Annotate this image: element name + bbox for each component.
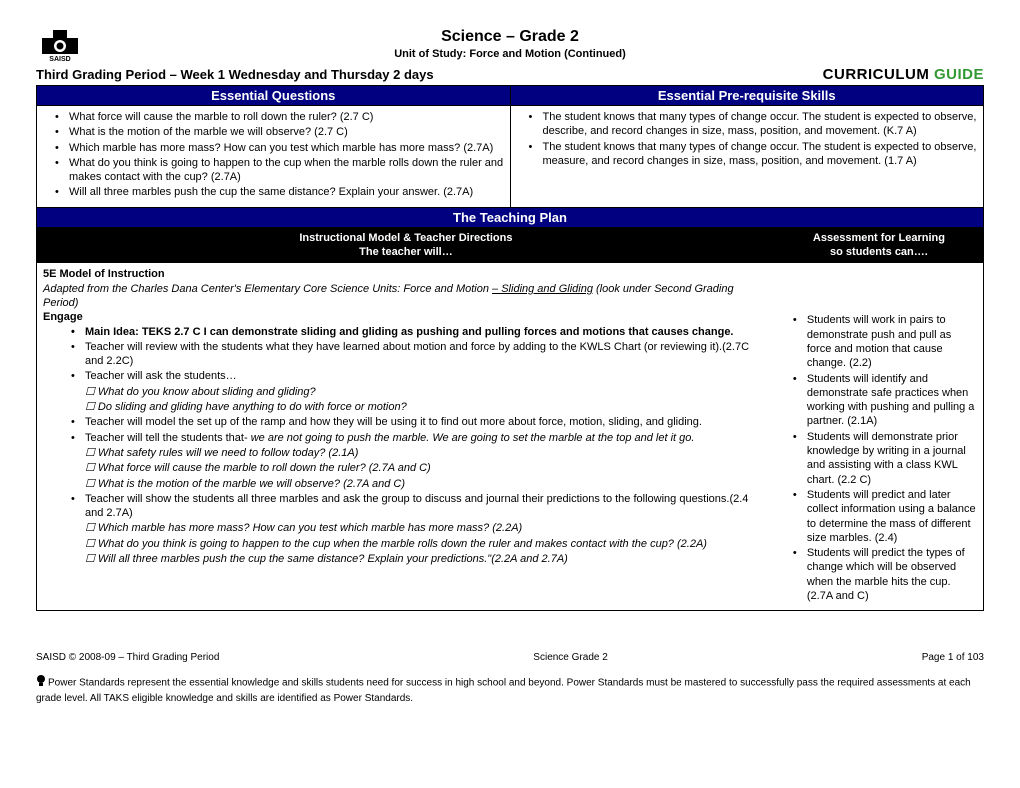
title-block: Science – Grade 2 Unit of Study: Force a…: [36, 28, 984, 60]
lightbulb-icon: [36, 674, 46, 692]
svg-text:SAISD: SAISD: [49, 56, 70, 62]
teacher-will-label: The teacher will…: [41, 245, 771, 259]
adapted-line: Adapted from the Charles Dana Center's E…: [43, 282, 769, 311]
prerequisite-skills-head: Essential Pre-requisite Skills: [510, 86, 984, 106]
ep-item: The student knows that many types of cha…: [529, 110, 978, 139]
plan-body-row: 5E Model of Instruction Adapted from the…: [37, 263, 984, 611]
footer-left: SAISD © 2008-09 – Third Grading Period: [36, 651, 219, 664]
assess-item: Students will predict the types of chang…: [793, 546, 977, 603]
eq-item: What do you think is going to happen to …: [55, 156, 504, 185]
tw-item: Teacher will review with the students wh…: [71, 340, 769, 369]
curriculum-word: CURRICULUM: [823, 66, 930, 83]
footer-right: Page 1 of 103: [922, 651, 984, 664]
main-idea: Main Idea: TEKS 2.7 C I can demonstrate …: [71, 325, 769, 339]
page-subtitle: Unit of Study: Force and Motion (Continu…: [36, 48, 984, 60]
show-sub: ☐ Will all three marbles push the cup th…: [43, 552, 769, 566]
district-logo: SAISD: [36, 28, 84, 58]
sub-head-row: Instructional Model & Teacher Directions…: [37, 227, 984, 263]
page-footer: SAISD © 2008-09 – Third Grading Period S…: [36, 651, 984, 705]
ask-sub: ☐ Do sliding and gliding have anything t…: [43, 400, 769, 414]
assess-item: Students will demonstrate prior knowledg…: [793, 430, 977, 487]
essential-questions-cell: What force will cause the marble to roll…: [37, 106, 511, 208]
power-standards-note: Power Standards represent the essential …: [36, 674, 984, 705]
eq-item: What force will cause the marble to roll…: [55, 110, 504, 124]
students-can-label: so students can….: [779, 245, 979, 259]
prerequisite-skills-cell: The student knows that many types of cha…: [510, 106, 984, 208]
tell-sub: ☐ What force will cause the marble to ro…: [43, 461, 769, 475]
footer-center: Science Grade 2: [533, 651, 608, 664]
engage-label: Engage: [43, 310, 769, 324]
assess-item: Students will identify and demonstrate s…: [793, 372, 977, 429]
eq-item: Which marble has more mass? How can you …: [55, 141, 504, 155]
tw-show: Teacher will show the students all three…: [71, 492, 769, 521]
ep-item: The student knows that many types of cha…: [529, 140, 978, 169]
tell-sub: ☐ What is the motion of the marble we wi…: [43, 477, 769, 491]
guide-word: GUIDE: [934, 66, 984, 83]
tw-model: Teacher will model the set up of the ram…: [71, 415, 769, 429]
assess-item: Students will predict and later collect …: [793, 488, 977, 545]
show-sub: ☐ Which marble has more mass? How can yo…: [43, 521, 769, 535]
teaching-plan-head: The Teaching Plan: [37, 207, 984, 227]
tw-tell: Teacher will tell the students that- we …: [71, 431, 769, 445]
eq-item: What is the motion of the marble we will…: [55, 125, 504, 139]
show-sub: ☐ What do you think is going to happen t…: [43, 537, 769, 551]
assessment-label: Assessment for Learning: [779, 231, 979, 245]
model-title: 5E Model of Instruction: [43, 267, 769, 281]
grading-period-label: Third Grading Period – Week 1 Wednesday …: [36, 67, 434, 82]
assess-item: Students will work in pairs to demonstra…: [793, 313, 977, 370]
curriculum-guide-label: CURRICULUM GUIDE: [823, 66, 984, 83]
ask-sub: ☐ What do you know about sliding and gli…: [43, 385, 769, 399]
page-title: Science – Grade 2: [36, 28, 984, 46]
instructional-model-label: Instructional Model & Teacher Directions: [41, 231, 771, 245]
header-row: Third Grading Period – Week 1 Wednesday …: [36, 66, 984, 83]
essential-questions-head: Essential Questions: [37, 86, 511, 106]
curriculum-table: Essential Questions Essential Pre-requis…: [36, 85, 984, 611]
eq-item: Will all three marbles push the cup the …: [55, 185, 504, 199]
tw-item: Teacher will ask the students…: [71, 369, 769, 383]
tell-sub: ☐ What safety rules will we need to foll…: [43, 446, 769, 460]
